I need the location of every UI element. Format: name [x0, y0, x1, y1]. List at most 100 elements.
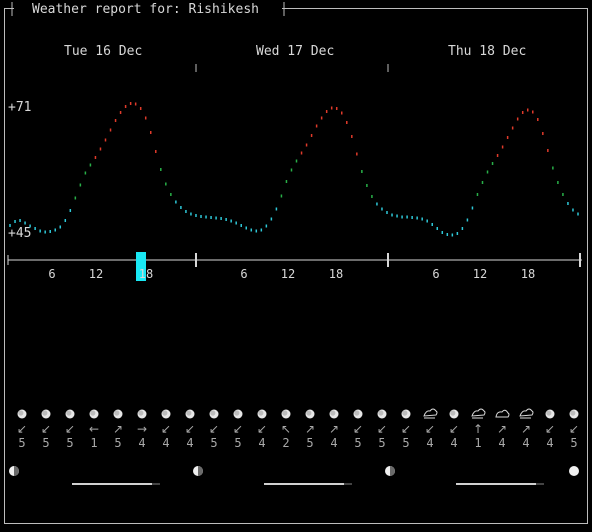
wind-direction-arrow: ↙ — [233, 422, 243, 436]
wind-speed: 2 — [282, 436, 289, 450]
temp-point — [124, 105, 127, 108]
wind-speed: 4 — [258, 436, 265, 450]
wind-direction-arrow: ↗ — [497, 422, 507, 436]
wind-direction-arrow: ← — [89, 422, 99, 436]
temp-point — [250, 228, 253, 232]
temp-point — [114, 119, 117, 122]
wind-speed: 5 — [114, 436, 121, 450]
temp-point — [451, 233, 454, 237]
wind-speed: 5 — [18, 436, 25, 450]
hour-tick-label: 12 — [89, 267, 103, 281]
temp-point — [376, 202, 378, 206]
moon-phase-row — [9, 466, 579, 476]
wind-direction-arrow: ↙ — [41, 422, 51, 436]
temp-point — [305, 143, 308, 147]
wind-direction-arrow: ↙ — [17, 422, 27, 436]
temp-point — [9, 224, 11, 227]
moon-phase-shadow-icon — [14, 466, 19, 476]
day-header-3: Thu 18 Dec — [448, 44, 526, 59]
temp-point — [155, 150, 157, 153]
temp-point — [557, 181, 559, 184]
hour-tick-label: 6 — [432, 267, 439, 281]
hour-ticks: 6 12 18 6 12 18 6 12 18 — [48, 267, 535, 281]
temp-point — [79, 183, 82, 187]
temp-point — [69, 209, 72, 212]
temp-point — [89, 163, 92, 167]
temp-point — [190, 212, 192, 216]
wind-speed: 5 — [306, 436, 313, 450]
wind-direction-arrow: ↗ — [113, 422, 123, 436]
wind-direction-arrow: → — [137, 422, 147, 436]
temp-point — [235, 221, 237, 225]
temp-point — [456, 232, 459, 235]
moon-shade-icon — [450, 410, 456, 416]
temp-point — [567, 202, 569, 205]
temp-point — [496, 154, 499, 157]
wind-speed: 4 — [162, 436, 169, 450]
wind-direction-arrow: ↙ — [449, 422, 459, 436]
temp-point — [310, 134, 313, 137]
wind-speed: 5 — [234, 436, 241, 450]
wind-speed: 5 — [570, 436, 577, 450]
wind-direction-arrow: ↙ — [545, 422, 555, 436]
wind-direction-arrow: ↗ — [521, 422, 531, 436]
temp-point — [335, 107, 338, 110]
moon-shade-icon — [18, 410, 24, 416]
moon-shade-icon — [570, 410, 576, 416]
temp-point — [144, 116, 147, 120]
wind-speed: 4 — [498, 436, 505, 450]
wind-speed: 4 — [138, 436, 145, 450]
temp-point — [129, 102, 132, 105]
wind-speed: 4 — [426, 436, 433, 450]
fog-cloud-icon — [423, 408, 438, 417]
temp-point — [149, 131, 152, 134]
temp-point — [461, 227, 464, 230]
temp-point — [210, 216, 212, 219]
temp-point — [406, 215, 408, 219]
temp-point — [94, 156, 97, 159]
temp-point — [39, 229, 41, 233]
temp-point — [572, 208, 574, 212]
wind-direction-arrow: ↙ — [209, 422, 219, 436]
wind-speed: 5 — [354, 436, 361, 450]
temp-point — [285, 180, 288, 183]
moon-shade-icon — [66, 410, 72, 416]
temp-point — [341, 111, 343, 115]
temp-point — [501, 145, 504, 149]
temp-point — [44, 230, 46, 234]
wind-direction-arrow: ↙ — [401, 422, 411, 436]
window-title: Weather report for: Rishikesh — [32, 2, 259, 17]
temp-point — [245, 226, 247, 230]
temp-point — [205, 215, 207, 219]
wind-speed: 4 — [522, 436, 529, 450]
temp-point — [320, 116, 323, 120]
temp-point — [411, 216, 413, 219]
temp-point — [562, 193, 564, 196]
temp-point — [416, 216, 418, 220]
moon-shade-icon — [330, 410, 336, 416]
wind-direction-arrow: ↙ — [65, 422, 75, 436]
temp-point — [240, 224, 242, 227]
temp-point — [290, 168, 293, 172]
temp-point — [200, 215, 202, 218]
temp-point — [260, 228, 263, 232]
moon-phase-shadow-icon — [198, 466, 203, 476]
wind-direction-arrow: ↗ — [305, 422, 315, 436]
wind-speed: 4 — [450, 436, 457, 450]
wind-speed: 5 — [378, 436, 385, 450]
moon-shade-icon — [210, 410, 216, 416]
temp-point — [139, 107, 142, 110]
temp-point — [516, 117, 519, 121]
title-bg — [14, 0, 282, 16]
temp-point — [215, 216, 217, 220]
temp-point — [74, 196, 77, 200]
temp-point — [436, 227, 439, 230]
wind-speed: 5 — [42, 436, 49, 450]
temp-point — [481, 181, 484, 184]
temp-point — [225, 218, 227, 221]
temp-point — [356, 152, 358, 156]
wind-direction-arrow: ↙ — [353, 422, 363, 436]
moon-phase-shadow-icon — [390, 466, 395, 476]
wind-direction-arrow: ↙ — [569, 422, 579, 436]
